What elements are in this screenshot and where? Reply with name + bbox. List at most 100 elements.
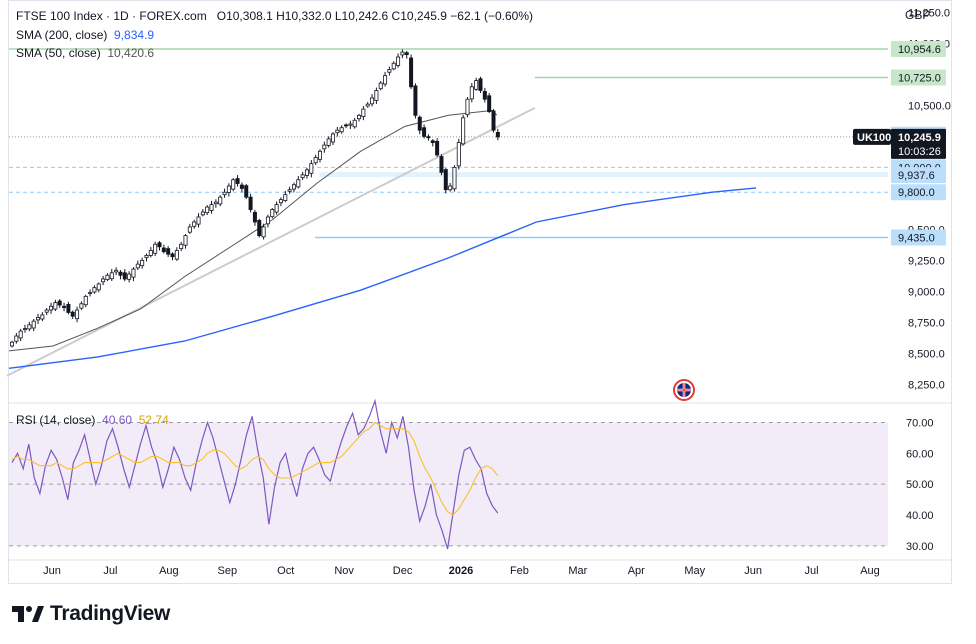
price-tick-label: 8,500.0 [908,348,945,360]
candle-body [495,131,500,138]
candle-body [157,242,162,248]
candle-body [187,226,192,233]
sma50-line [8,109,498,352]
candle-body [326,138,331,146]
candle-body [131,268,136,278]
candle-body [374,90,379,101]
candle-body [430,140,435,144]
candle-body [179,243,184,250]
candle-body [127,273,132,280]
candle-body [400,51,405,56]
candle-body [105,274,110,281]
candle-body [378,82,383,90]
symbol-title[interactable]: FTSE 100 Index · 1D · FOREX.com [16,9,207,23]
candle-body [391,62,396,70]
candle-body [252,211,257,223]
rsi-tick-label: 40.00 [906,510,934,522]
candle-body [235,178,240,184]
candle-body [213,201,218,205]
candle-body [357,114,362,120]
symbol-badge-label: UK100 [857,132,891,144]
candle-body [70,311,75,317]
price-tick-label: 9,250.0 [908,255,945,267]
level-badge-label: 9,435.0 [898,232,935,244]
level-badge [891,41,946,58]
candle-body [426,136,431,139]
time-tick-label: Dec [393,565,413,577]
trendline [6,106,536,377]
time-tick-label: Oct [277,565,294,577]
candle-body [352,119,357,128]
level-badge-label: 10,725.0 [898,73,941,85]
price-tick-label: 8,250.0 [908,379,945,391]
candle-body [244,185,249,198]
time-tick-label: Nov [334,565,354,577]
time-tick-label: Sep [217,565,237,577]
candle-body [9,341,14,347]
candle-body [309,163,314,174]
candle-body [88,292,93,295]
time-tick-label: Aug [860,565,880,577]
rsi-tick-label: 30.00 [906,541,934,553]
time-tick-label: Aug [159,565,179,577]
candle-body [452,166,457,190]
sma50-legend[interactable]: SMA (50, close) 10,420.6 [16,46,154,60]
price-tick-label: 9,000.0 [908,286,945,298]
candle-body [79,303,84,309]
candle-body [109,272,114,280]
candle-body [153,243,158,254]
tradingview-logo[interactable]: TradingView [12,602,170,626]
candle-body [387,69,392,73]
level-badge [891,229,946,246]
candle-body [92,287,97,293]
currency-label[interactable]: GBP [905,8,931,22]
sma200-legend[interactable]: SMA (200, close) 9,834.9 [16,28,154,42]
candle-body [287,189,292,192]
candle-body [118,271,123,276]
countdown-label: 10:03:26 [898,146,941,158]
time-tick-label: 2026 [449,565,473,577]
level-badge [891,184,946,201]
rsi-legend[interactable]: RSI (14, close) 40.60 52.74 [16,413,169,427]
candle-body [270,209,275,218]
candle-body [239,184,244,189]
candle-body [140,259,145,267]
candle-body [404,52,409,55]
last-price-badge [891,128,946,159]
candle-body [365,103,370,107]
candle-body [18,330,23,339]
candle-body [101,278,106,283]
candle-body [296,179,301,188]
candle-body [344,124,349,127]
rsi-ma-value: 52.74 [138,413,169,427]
sma50-value: 10,420.6 [107,46,155,60]
candle-body [174,250,179,260]
candle-body [83,295,88,306]
candle-body [383,75,388,85]
candle-body [114,269,119,273]
candle-body [491,110,496,131]
candle-body [49,305,54,311]
candle-body [14,335,19,342]
candle-body [331,133,336,143]
candle-body [435,140,440,156]
rsi-ma-line [11,421,499,516]
candle-body [205,206,210,214]
candle-body [53,302,58,310]
candle-body [40,314,45,320]
candle-body [313,157,318,164]
symbol-header: FTSE 100 Index · 1D · FOREX.com O10,308.… [16,9,533,23]
candle-body [278,199,283,204]
level-badge-label: 10,954.6 [898,44,941,56]
candle-body [222,191,227,196]
candle-body [66,304,71,313]
candle-body [218,196,223,205]
candle-body [291,184,296,190]
time-tick-label: Mar [568,565,587,577]
candle-body [487,95,492,113]
candle-body [474,80,479,90]
candle-body [144,255,149,259]
candle-body [31,320,36,329]
tradingview-logo-icon [12,606,44,622]
